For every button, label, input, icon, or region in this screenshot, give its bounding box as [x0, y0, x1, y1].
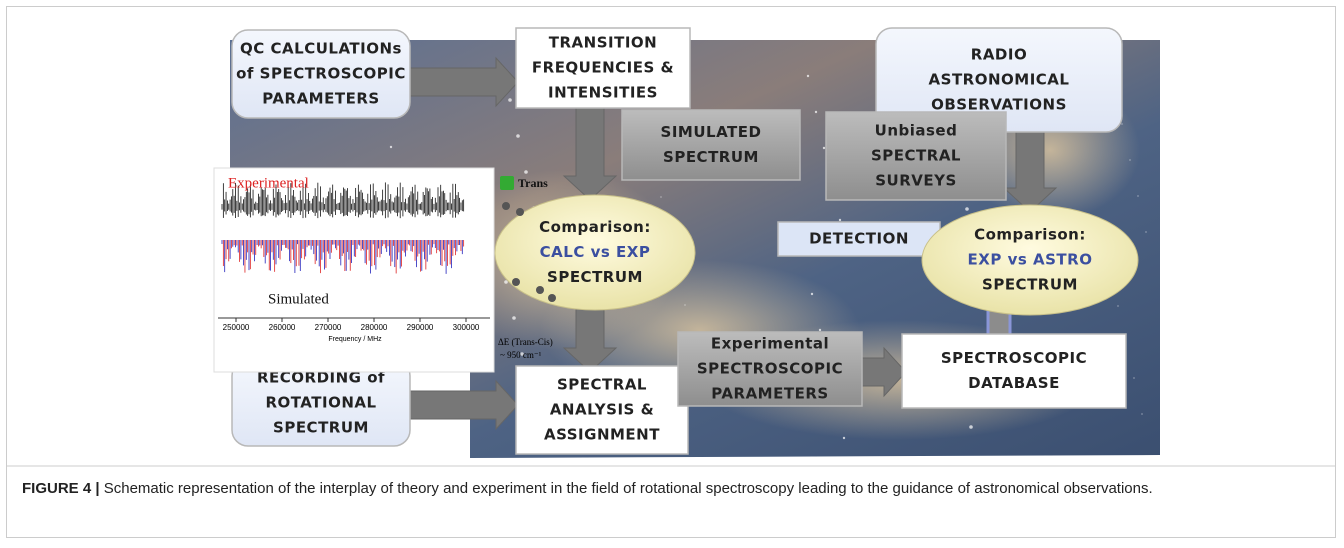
node-label: SPECTRUM [663, 148, 759, 166]
node-box [902, 334, 1126, 408]
legend-check [500, 176, 514, 190]
node-label: FREQUENCIES & [532, 59, 674, 77]
legend-label: Trans [518, 176, 548, 190]
star [1121, 123, 1122, 124]
star [1117, 305, 1118, 306]
node-label: INTENSITIES [548, 84, 658, 102]
node-label: SPECTROSCOPIC [697, 360, 843, 378]
node-label: Experimental [711, 335, 829, 353]
caption-label: FIGURE 4 | [22, 480, 100, 497]
molecule-atom [516, 208, 524, 216]
star [969, 425, 973, 429]
star [524, 170, 528, 174]
star [1137, 195, 1138, 196]
caption: FIGURE 4 | Schematic representation of t… [22, 478, 1322, 500]
inset-x-label: Frequency / MHz [328, 336, 382, 343]
node-label: DATABASE [968, 374, 1060, 392]
node-label: ASTRONOMICAL [929, 71, 1070, 89]
arrow-recording-analysis [405, 381, 518, 429]
node-label: SPECTROSCOPIC [941, 349, 1087, 367]
star [811, 293, 813, 295]
node-label: SPECTRUM [273, 419, 369, 437]
node-label: Comparison: [974, 226, 1086, 244]
diagram: QC CALCULATIONs of SPECTROSCOPIC PARAMETER… [0, 0, 1344, 470]
star [815, 111, 817, 113]
node-label: OBSERVATIONS [931, 96, 1067, 114]
star [1133, 377, 1134, 378]
star [1141, 413, 1142, 414]
star [660, 196, 661, 197]
star [823, 147, 825, 149]
node-label: ANALYSIS & [550, 401, 654, 419]
inset-tick-label: 270000 [315, 323, 342, 332]
molecule-atom [536, 286, 544, 294]
molecule-atom [548, 294, 556, 302]
node-label: SURVEYS [875, 172, 957, 190]
node-label: SIMULATED [661, 123, 762, 141]
node-label: TRANSITION [549, 34, 657, 52]
node-label: ASSIGNMENT [544, 426, 660, 444]
node-label: PARAMETERS [262, 90, 379, 108]
star [1145, 231, 1146, 232]
star [390, 146, 392, 148]
energy-label: ΔE (Trans-Cis) [498, 337, 553, 347]
star [843, 437, 845, 439]
simulated-label: Simulated [268, 291, 329, 307]
star [1129, 159, 1130, 160]
star [839, 219, 841, 221]
node-label: of SPECTROSCOPIC [236, 65, 406, 83]
caption-text: Schematic representation of the interpla… [104, 480, 1153, 497]
star [508, 98, 512, 102]
node-label: SPECTRUM [982, 276, 1078, 294]
energy-value: ~ 950 cm⁻¹ [500, 350, 542, 360]
inset-tick-label: 300000 [453, 323, 480, 332]
molecule-atom [512, 278, 520, 286]
node-label: DETECTION [809, 230, 909, 248]
node-label: CALC vs EXP [540, 243, 651, 261]
star [965, 207, 969, 211]
node-label: RADIO [971, 46, 1027, 64]
node-label: SPECTRAL [871, 147, 961, 165]
star [512, 316, 516, 320]
node-label: PARAMETERS [711, 385, 828, 403]
inset-tick-label: 280000 [361, 323, 388, 332]
node-label: SPECTRUM [547, 268, 643, 286]
experimental-label: Experimental [228, 175, 309, 191]
node-label: ROTATIONAL [265, 394, 376, 412]
star [819, 329, 821, 331]
star [516, 134, 520, 138]
node-label: Comparison: [539, 218, 651, 236]
node-label: SPECTRAL [557, 376, 647, 394]
node-label: EXP vs ASTRO [968, 251, 1093, 269]
molecule-atom [502, 202, 510, 210]
inset-tick-label: 250000 [223, 323, 250, 332]
inset-tick-label: 260000 [269, 323, 296, 332]
star [684, 304, 685, 305]
node-box [622, 110, 800, 180]
inset-tick-label: 290000 [407, 323, 434, 332]
node-label: QC CALCULATIONs [240, 40, 402, 58]
star [807, 75, 809, 77]
node-label: Unbiased [875, 122, 958, 140]
